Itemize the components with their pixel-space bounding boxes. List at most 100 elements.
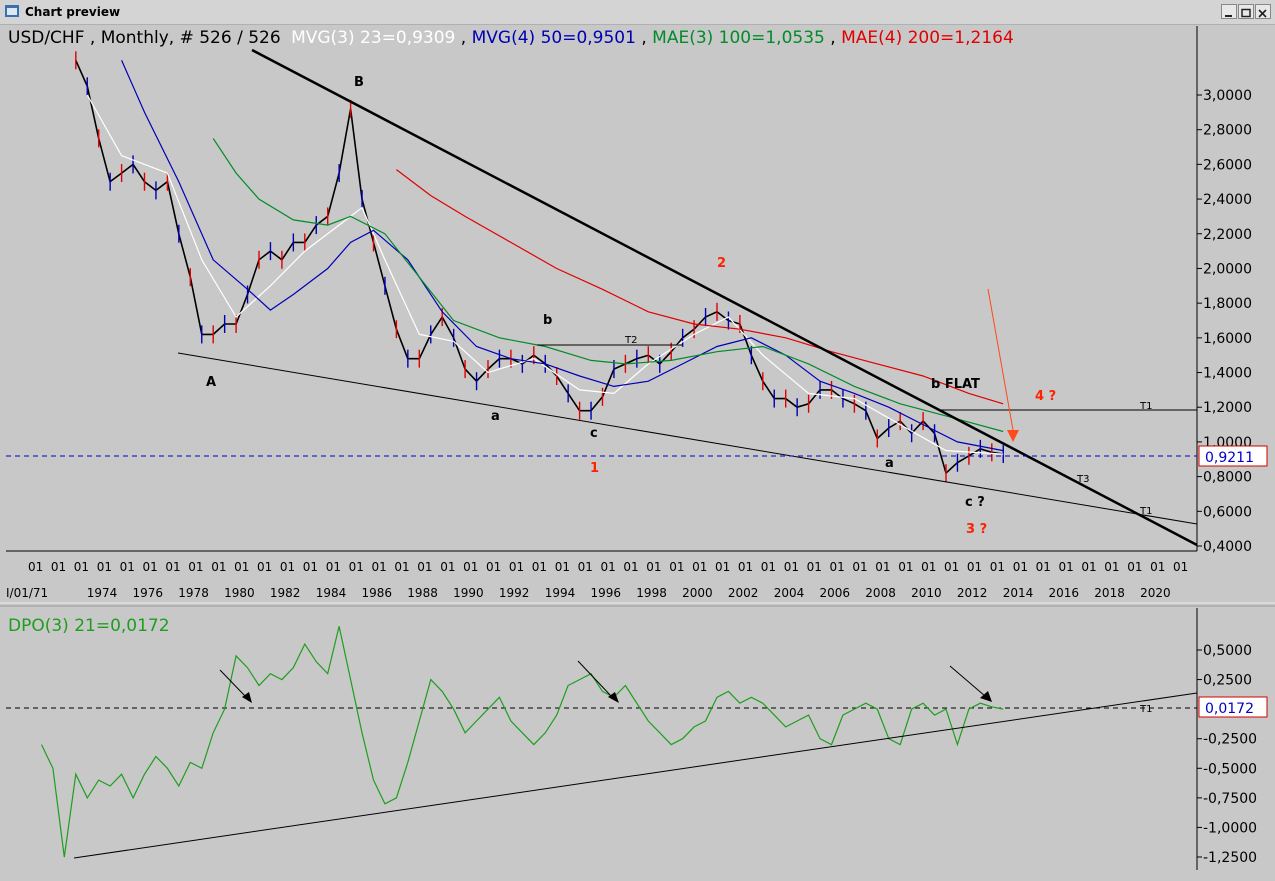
price-tick-label: 1,6000: [1203, 331, 1252, 347]
osc-t1-label: T1: [1139, 704, 1152, 715]
month-tick-label: 01: [372, 560, 387, 574]
month-tick-label: 01: [646, 560, 661, 574]
osc-arrows: [219, 660, 992, 703]
indicator-mvg4: MVG(4) 50=0,9501: [472, 28, 636, 48]
price-tick-label: 1,8000: [1203, 296, 1252, 312]
wave-b-label: b: [543, 313, 552, 328]
osc-arrow-1-line: [219, 669, 247, 698]
first-date-label: I/01/71: [6, 586, 48, 600]
year-tick-label: 2016: [1049, 586, 1080, 600]
dpo-line: [40, 626, 1004, 858]
mvg4-line: [121, 60, 1004, 452]
annotations: B A b a c a c ? b FLAT 2 1 3 ? 4 ?: [206, 75, 1056, 537]
wave-3-label: 3 ?: [966, 522, 987, 537]
chart-header: USD/CHF , Monthly, # 526 / 526 MVG(3) 23…: [8, 28, 1014, 48]
price-tick-label: 0,4000: [1203, 539, 1252, 555]
price-tick-label: 2,0000: [1203, 261, 1252, 277]
month-tick-label: 01: [188, 560, 203, 574]
month-tick-label: 01: [74, 560, 89, 574]
month-tick-label: 01: [944, 560, 959, 574]
month-tick-label: 01: [1036, 560, 1051, 574]
current-price-label: 0,9211: [1205, 450, 1254, 466]
price-tick-label: 2,2000: [1203, 227, 1252, 243]
osc-tick-label: 0,2500: [1203, 673, 1252, 689]
year-tick-label: 2000: [682, 586, 713, 600]
t1-low-label: T1: [1139, 506, 1152, 517]
close-button[interactable]: [1255, 4, 1271, 19]
year-tick-label: 2014: [1003, 586, 1034, 600]
year-tick-label: 1978: [178, 586, 209, 600]
t3-label: T3: [1076, 474, 1089, 485]
price-tick-label: 0,6000: [1203, 504, 1252, 520]
year-tick-label: 2008: [865, 586, 896, 600]
month-tick-label: 01: [509, 560, 524, 574]
month-tick-label: 01: [875, 560, 890, 574]
price-axis-ticks: 3,0000 2,8000 2,6000 2,4000 2,2000 2,0000 1,80…: [1197, 88, 1252, 555]
wave-4-label: 4 ?: [1035, 389, 1056, 404]
month-tick-label: 01: [28, 560, 43, 574]
line-labels: T2 T1 T3 T1: [624, 335, 1152, 517]
month-tick-label: 01: [555, 560, 570, 574]
month-tick-label: 01: [692, 560, 707, 574]
window-title: Chart preview: [25, 5, 121, 19]
month-tick-label: 01: [852, 560, 867, 574]
month-tick-label: 01: [1104, 560, 1119, 574]
year-tick-label: 1986: [362, 586, 393, 600]
price-tick-label: 1,2000: [1203, 400, 1252, 416]
month-tick-label: 01: [601, 560, 616, 574]
month-tick-label: 01: [211, 560, 226, 574]
month-tick-label: 01: [898, 560, 913, 574]
wave-c1-label: c: [590, 426, 598, 441]
year-tick-label: 1992: [499, 586, 530, 600]
osc-current-label: 0,0172: [1205, 701, 1254, 717]
osc-current-box: [1198, 696, 1268, 718]
title-bar[interactable]: Chart preview: [0, 0, 1275, 25]
osc-series-group: [40, 626, 1004, 858]
month-tick-label: 01: [165, 560, 180, 574]
price-tick-label: 2,8000: [1203, 123, 1252, 139]
maximize-button[interactable]: [1238, 4, 1254, 19]
month-tick-label: 01: [967, 560, 982, 574]
year-tick-label: 2004: [774, 586, 805, 600]
osc-axis-ticks: 0,5000 0,2500 -0,2500 -0,5000 -0,7500 -1,0000…: [1197, 643, 1257, 866]
osc-arrow-3-head-icon: [980, 691, 992, 702]
indicator-mvg3: MVG(3) 23=0,9309: [291, 28, 455, 48]
osc-arrow-2-head-icon: [608, 692, 619, 703]
month-tick-label: 01: [394, 560, 409, 574]
price-line: [75, 59, 1004, 475]
wave-2-label: 2: [717, 256, 726, 271]
month-tick-label: 01: [921, 560, 936, 574]
osc-tick-label: 0,5000: [1203, 643, 1252, 659]
upper-resistance-trendline: [251, 48, 1198, 547]
month-tick-label: 01: [1059, 560, 1074, 574]
month-tick-label: 01: [280, 560, 295, 574]
mae3-line: [212, 138, 1004, 433]
window-app-icon: [5, 5, 19, 17]
minimize-button[interactable]: [1221, 4, 1237, 19]
time-axis: 01 01 01 01 01 01 01 01 01 01 01 01 01 01 01 01 01 01 01 01…: [28, 560, 1188, 600]
osc-arrow-2-line: [577, 660, 613, 698]
osc-tick-label: -0,5000: [1203, 761, 1257, 777]
close-icon: [1258, 9, 1267, 18]
year-tick-label: 2006: [820, 586, 851, 600]
mvg3-line: [86, 94, 1004, 455]
month-tick-label: 01: [807, 560, 822, 574]
year-tick-label: 1998: [636, 586, 667, 600]
month-tick-label: 01: [120, 560, 135, 574]
month-tick-label: 01: [234, 560, 249, 574]
osc-arrow-3-line: [949, 665, 986, 697]
year-tick-label: 2018: [1094, 586, 1125, 600]
month-tick-label: 01: [303, 560, 318, 574]
month-tick-label: 01: [417, 560, 432, 574]
month-tick-label: 01: [830, 560, 845, 574]
wave-B-label: B: [354, 75, 364, 90]
month-tick-label: 01: [532, 560, 547, 574]
trendlines-group: [6, 48, 1198, 547]
t1-price-label: T1: [1139, 401, 1152, 412]
osc-title: DPO(3) 21=0,0172: [8, 616, 170, 636]
year-tick-label: 2002: [728, 586, 759, 600]
month-tick-label: 01: [990, 560, 1005, 574]
month-tick-label: 01: [257, 560, 272, 574]
year-tick-label: 1984: [316, 586, 347, 600]
